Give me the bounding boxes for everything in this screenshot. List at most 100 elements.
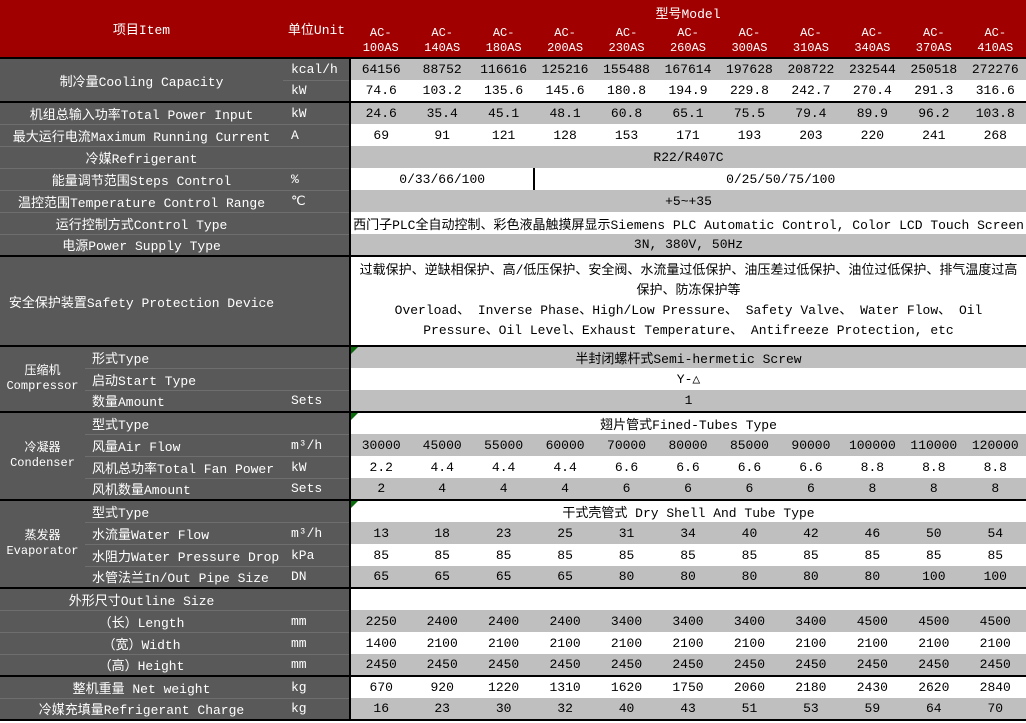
value-cooling-capacity-kw-ac-310as: 242.7	[780, 80, 842, 102]
value-evaporator-water-flow-ac-310as: 42	[780, 522, 842, 544]
value-condenser-air-flow-ac-230as: 70000	[595, 434, 658, 456]
value-cooling-capacity-kcal-ac-300as: 197628	[718, 58, 781, 80]
value-width-ac-100as: 1400	[350, 632, 412, 654]
value-max-running-current-ac-370as: 241	[903, 124, 965, 146]
unit-width: mm	[283, 631, 351, 654]
value-condenser-fan-power-ac-200as: 4.4	[534, 456, 596, 478]
item-label-height: （高）Height	[0, 653, 283, 676]
value-cooling-capacity-kcal-ac-230as: 155488	[595, 58, 658, 80]
value-condenser-air-flow-ac-260as: 80000	[657, 434, 719, 456]
value-width-ac-200as: 2100	[534, 632, 596, 654]
value-evaporator-pipe-size-ac-180as: 65	[472, 566, 535, 588]
value-refrigerant-charge-ac-200as: 32	[534, 698, 596, 720]
row-steps-control: 能量调节范围Steps Control% 0/33/66/100 0/25/50/7…	[0, 167, 1026, 190]
unit-max-running-current: A	[283, 123, 351, 146]
value-evaporator-pipe-size-ac-230as: 80	[595, 566, 658, 588]
value-length-ac-340as: 4500	[841, 610, 904, 632]
value-length-ac-260as: 3400	[657, 610, 719, 632]
value-condenser-air-flow-ac-340as: 100000	[841, 434, 904, 456]
value-condenser-fan-power-ac-260as: 6.6	[657, 456, 719, 478]
value-condenser-fan-power-ac-100as: 2.2	[350, 456, 412, 478]
value-width-ac-310as: 2100	[780, 632, 842, 654]
value-cooling-capacity-kw-ac-230as: 180.8	[595, 80, 658, 102]
header-model-ac-370as: AC- 370AS	[903, 24, 965, 59]
row-length: （长）Length mm 2250 2400 2400 2400 3400 3400 3400 3…	[0, 609, 1026, 632]
value-cooling-capacity-kcal-ac-340as: 232544	[841, 58, 904, 80]
unit-steps-control: %	[283, 167, 351, 190]
value-evaporator-pressure-drop-ac-230as: 85	[595, 544, 658, 566]
value-evaporator-pipe-size-ac-340as: 80	[841, 566, 904, 588]
unit-evaporator-pipe-size: DN	[283, 565, 351, 588]
row-compressor-start-type: 启动Start Type Y-△	[0, 367, 1026, 390]
row-evaporator-pressure-drop: 水阻力Water Pressure Drop kPa 85 85 85 85 85 85 85 8…	[0, 543, 1026, 566]
value-net-weight-ac-370as: 2620	[903, 675, 965, 698]
value-condenser-air-flow-ac-300as: 85000	[718, 434, 781, 456]
value-evaporator-pressure-drop-ac-340as: 85	[841, 544, 904, 566]
value-max-running-current-ac-410as: 268	[964, 124, 1026, 146]
value-compressor-start-type: Y-△	[350, 368, 1026, 390]
value-refrigerant-charge-ac-140as: 23	[411, 698, 473, 720]
unit-control-type	[283, 211, 351, 234]
value-evaporator-pressure-drop-ac-140as: 85	[411, 544, 473, 566]
value-cooling-capacity-kcal-ac-260as: 167614	[657, 58, 719, 80]
unit-condenser-air-flow: m³/h	[283, 433, 351, 456]
value-cooling-capacity-kw-ac-300as: 229.8	[718, 80, 781, 102]
value-width-ac-370as: 2100	[903, 632, 965, 654]
unit-compressor-amount: Sets	[283, 389, 351, 412]
value-evaporator-pipe-size-ac-140as: 65	[411, 566, 473, 588]
row-compressor-type: 压缩机 Compressor 形式Type 半封闭螺杆式Semi-hermetic …	[0, 345, 1026, 412]
value-condenser-fan-amount-ac-180as: 4	[472, 478, 535, 500]
row-evaporator-water-flow: 水流量Water Flow m³/h 13 18 23 25 31 34 40 42 46 50 54	[0, 521, 1026, 544]
value-control-type: 西门子PLC全自动控制、彩色液晶触摸屏显示Siemens PLC Automat…	[350, 212, 1026, 234]
value-max-running-current-ac-310as: 203	[780, 124, 842, 146]
item-label-net-weight: 整机重量 Net weight	[0, 675, 283, 698]
value-evaporator-water-flow-ac-300as: 40	[718, 522, 781, 544]
value-evaporator-pressure-drop-ac-300as: 85	[718, 544, 781, 566]
value-safety-protection: 过载保护、逆缺相保护、高/低压保护、安全阀、水流量过低保护、油压差过低保护、油位…	[350, 255, 1026, 346]
value-cooling-capacity-kcal-ac-370as: 250518	[903, 58, 965, 80]
value-max-running-current-ac-200as: 128	[534, 124, 596, 146]
value-condenser-air-flow-ac-100as: 30000	[350, 434, 412, 456]
value-steps-control-1: 0/33/66/100	[350, 168, 536, 190]
value-evaporator-pressure-drop-ac-310as: 85	[780, 544, 842, 566]
value-evaporator-pipe-size-ac-200as: 65	[534, 566, 596, 588]
item-label-compressor-amount: 数量Amount	[85, 389, 283, 412]
value-condenser-air-flow-ac-410as: 120000	[964, 434, 1026, 456]
value-compressor-amount: 1	[350, 390, 1026, 412]
header-row-models: AC- 100AS AC- 140AS AC- 180AS AC- 200AS AC- …	[0, 24, 1026, 59]
value-compressor-type: 半封闭螺杆式Semi-hermetic Screw	[350, 345, 1026, 368]
value-evaporator-water-flow-ac-230as: 31	[595, 522, 658, 544]
value-condenser-fan-amount-ac-340as: 8	[841, 478, 904, 500]
row-evaporator-type: 蒸发器 Evaporator 型式Type 干式壳管式 Dry Shell And …	[0, 499, 1026, 588]
item-label-evaporator-pipe-size: 水管法兰In/Out Pipe Size	[85, 565, 283, 588]
unit-compressor-type	[283, 345, 351, 368]
value-length-ac-300as: 3400	[718, 610, 781, 632]
value-refrigerant-charge-ac-180as: 30	[472, 698, 535, 720]
value-max-running-current-ac-180as: 121	[472, 124, 535, 146]
value-condenser-fan-power-ac-340as: 8.8	[841, 456, 904, 478]
value-refrigerant-charge-ac-310as: 53	[780, 698, 842, 720]
value-max-running-current-ac-260as: 171	[657, 124, 719, 146]
value-condenser-air-flow-ac-180as: 55000	[472, 434, 535, 456]
value-condenser-fan-power-ac-370as: 8.8	[903, 456, 965, 478]
header-model-ac-140as: AC- 140AS	[411, 24, 473, 59]
value-evaporator-pressure-drop-ac-200as: 85	[534, 544, 596, 566]
header-model-ac-310as: AC- 310AS	[780, 24, 842, 59]
comment-marker-icon	[351, 502, 358, 508]
value-cooling-capacity-kw-ac-180as: 135.6	[472, 80, 535, 102]
value-condenser-fan-amount-ac-310as: 6	[780, 478, 842, 500]
header-model-ac-180as: AC- 180AS	[472, 24, 535, 59]
value-refrigerant: R22/R407C	[350, 146, 1026, 168]
value-height-ac-310as: 2450	[780, 654, 842, 676]
value-height-ac-260as: 2450	[657, 654, 719, 676]
row-condenser-fan-amount: 风机数量Amount Sets 2 4 4 4 6 6 6 6 8 8 8	[0, 477, 1026, 500]
value-condenser-fan-amount-ac-370as: 8	[903, 478, 965, 500]
item-label-refrigerant: 冷媒Refrigerant	[0, 145, 283, 168]
value-max-running-current-ac-140as: 91	[411, 124, 473, 146]
value-net-weight-ac-200as: 1310	[534, 675, 596, 698]
value-length-ac-180as: 2400	[472, 610, 535, 632]
unit-evaporator-type	[283, 499, 351, 522]
value-refrigerant-charge-ac-410as: 70	[964, 698, 1026, 720]
group-label-evaporator-type: 蒸发器 Evaporator	[0, 499, 85, 588]
